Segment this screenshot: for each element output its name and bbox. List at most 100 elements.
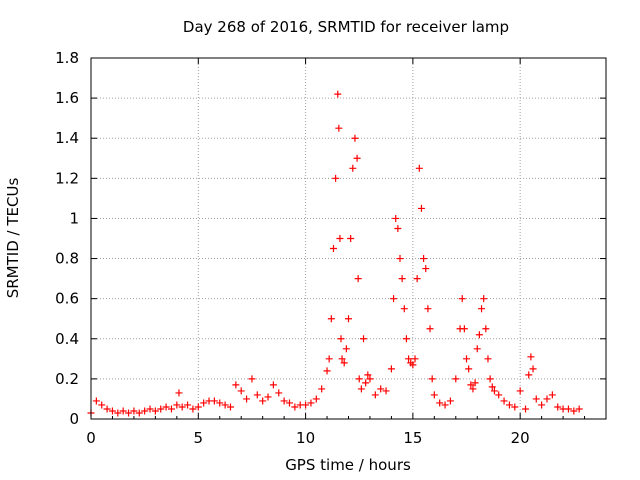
- data-point: [392, 214, 400, 222]
- data-point: [141, 407, 149, 415]
- data-point: [538, 401, 546, 409]
- data-point: [482, 325, 490, 333]
- data-point: [522, 405, 530, 413]
- data-point: [130, 407, 138, 415]
- data-point: [428, 375, 436, 383]
- data-point: [400, 305, 408, 313]
- data-point: [529, 365, 537, 373]
- data-point: [460, 325, 468, 333]
- data-point: [525, 371, 533, 379]
- y-tick-label: 1.8: [55, 49, 79, 67]
- data-point: [146, 405, 154, 413]
- data-point: [157, 405, 165, 413]
- data-point: [394, 224, 402, 232]
- data-point: [184, 401, 192, 409]
- data-series: [87, 90, 583, 417]
- y-tick-label: 1.4: [55, 129, 79, 147]
- data-point: [490, 387, 498, 395]
- chart-title: Day 268 of 2016, SRMTID for receiver lam…: [183, 18, 509, 36]
- data-point: [175, 389, 183, 397]
- data-point: [194, 403, 202, 411]
- y-tick-label: 0.6: [55, 290, 79, 308]
- data-point: [329, 245, 337, 253]
- data-point: [366, 375, 374, 383]
- data-point: [362, 379, 370, 387]
- data-point: [511, 403, 519, 411]
- data-point: [323, 367, 331, 375]
- data-point: [543, 395, 551, 403]
- data-point: [125, 409, 133, 417]
- data-point: [327, 315, 335, 323]
- data-point: [436, 399, 444, 407]
- data-point: [484, 355, 492, 363]
- data-point: [335, 124, 343, 132]
- data-point: [253, 391, 261, 399]
- data-point: [527, 353, 535, 361]
- data-point: [349, 164, 357, 172]
- data-point: [360, 335, 368, 343]
- data-point: [409, 361, 417, 369]
- data-point: [200, 399, 208, 407]
- data-point: [92, 397, 100, 405]
- data-point: [548, 391, 556, 399]
- data-point: [325, 355, 333, 363]
- y-tick-label: 0: [69, 410, 79, 428]
- data-point: [302, 401, 310, 409]
- data-point: [178, 403, 186, 411]
- data-point: [417, 204, 425, 212]
- y-tick-label: 1: [69, 209, 79, 227]
- data-point: [396, 255, 404, 263]
- data-point: [340, 359, 348, 367]
- y-tick-label: 0.4: [55, 330, 79, 348]
- data-point: [103, 405, 111, 413]
- data-point: [371, 391, 379, 399]
- data-point: [575, 405, 583, 413]
- data-point: [458, 295, 466, 303]
- data-point: [413, 275, 421, 283]
- data-point: [342, 345, 350, 353]
- data-point: [532, 395, 540, 403]
- y-tick-label: 1.6: [55, 89, 79, 107]
- data-point: [336, 235, 344, 242]
- data-point: [114, 409, 122, 417]
- data-point: [291, 403, 299, 411]
- data-point: [387, 365, 395, 373]
- data-point: [108, 407, 116, 415]
- data-point: [411, 355, 419, 363]
- data-point: [441, 401, 449, 409]
- data-point: [377, 385, 385, 393]
- data-point: [259, 397, 267, 405]
- data-point: [354, 275, 362, 283]
- data-point: [405, 355, 413, 363]
- data-point: [232, 381, 240, 389]
- data-point: [469, 385, 477, 393]
- data-point: [269, 381, 277, 389]
- data-point: [338, 355, 346, 363]
- data-point: [465, 365, 473, 373]
- data-point: [422, 265, 430, 273]
- data-point: [334, 90, 342, 98]
- data-point: [357, 385, 365, 393]
- data-point: [486, 375, 494, 383]
- data-point: [318, 385, 326, 393]
- grid: [91, 58, 606, 419]
- data-point: [390, 295, 398, 303]
- data-point: [119, 407, 127, 415]
- data-point: [248, 375, 256, 383]
- data-point: [402, 335, 410, 343]
- data-point: [237, 387, 245, 395]
- data-point: [351, 134, 359, 142]
- data-point: [347, 235, 355, 242]
- data-point: [135, 409, 143, 417]
- data-point: [475, 331, 483, 339]
- data-point: [382, 387, 390, 395]
- data-point: [446, 397, 454, 405]
- x-tick-label: 10: [296, 429, 315, 447]
- data-point: [424, 305, 432, 313]
- x-axis-label: GPS time / hours: [285, 456, 411, 474]
- data-point: [285, 399, 293, 407]
- data-point: [488, 383, 496, 391]
- x-tick-label: 5: [194, 429, 204, 447]
- data-point: [189, 405, 197, 413]
